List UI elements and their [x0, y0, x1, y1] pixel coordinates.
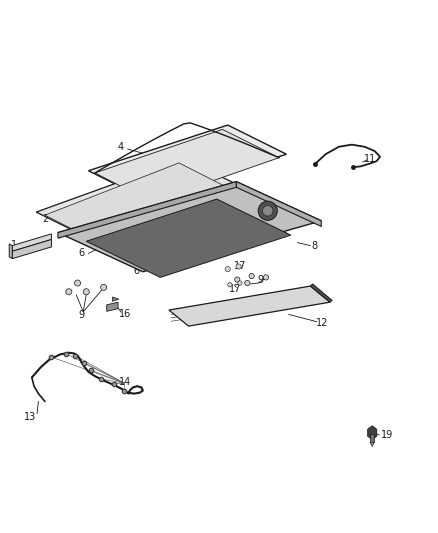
Text: 15: 15 — [145, 245, 158, 255]
Text: 17: 17 — [230, 284, 242, 294]
Polygon shape — [86, 199, 291, 277]
Polygon shape — [370, 434, 374, 442]
Polygon shape — [58, 182, 237, 238]
Text: 16: 16 — [119, 309, 131, 319]
Text: 10: 10 — [260, 197, 272, 207]
Circle shape — [249, 273, 254, 279]
Text: 6: 6 — [133, 266, 139, 276]
Polygon shape — [113, 297, 119, 301]
Text: 6: 6 — [79, 248, 85, 259]
Text: 2: 2 — [42, 214, 48, 224]
Circle shape — [74, 280, 81, 286]
Text: 11: 11 — [364, 154, 377, 164]
Polygon shape — [367, 426, 377, 440]
Circle shape — [101, 284, 107, 290]
Polygon shape — [237, 182, 321, 227]
Polygon shape — [12, 239, 51, 259]
Text: 19: 19 — [381, 430, 393, 440]
Polygon shape — [58, 182, 321, 272]
Circle shape — [235, 277, 240, 282]
Polygon shape — [95, 130, 279, 202]
Circle shape — [263, 275, 268, 280]
Circle shape — [66, 289, 72, 295]
Circle shape — [228, 282, 232, 287]
Circle shape — [262, 206, 273, 216]
Text: 8: 8 — [312, 240, 318, 251]
Text: 17: 17 — [234, 261, 246, 271]
Text: 13: 13 — [24, 411, 36, 422]
Polygon shape — [45, 163, 244, 248]
Circle shape — [83, 289, 89, 295]
Polygon shape — [88, 125, 286, 200]
Text: 7: 7 — [179, 230, 185, 240]
Text: 12: 12 — [316, 318, 329, 328]
Circle shape — [236, 264, 241, 269]
Text: 14: 14 — [119, 377, 131, 387]
Polygon shape — [9, 244, 12, 259]
Polygon shape — [107, 302, 118, 311]
Text: 9: 9 — [257, 276, 263, 286]
Polygon shape — [36, 158, 252, 246]
Text: 4: 4 — [118, 142, 124, 152]
Polygon shape — [370, 442, 374, 447]
Polygon shape — [12, 234, 51, 251]
Text: 9: 9 — [78, 310, 84, 320]
Circle shape — [258, 201, 277, 220]
Circle shape — [225, 266, 230, 272]
Polygon shape — [169, 286, 330, 326]
Text: 15: 15 — [187, 238, 200, 248]
Polygon shape — [311, 284, 332, 302]
Text: 1: 1 — [11, 240, 18, 250]
Circle shape — [238, 281, 242, 285]
Circle shape — [245, 280, 250, 286]
